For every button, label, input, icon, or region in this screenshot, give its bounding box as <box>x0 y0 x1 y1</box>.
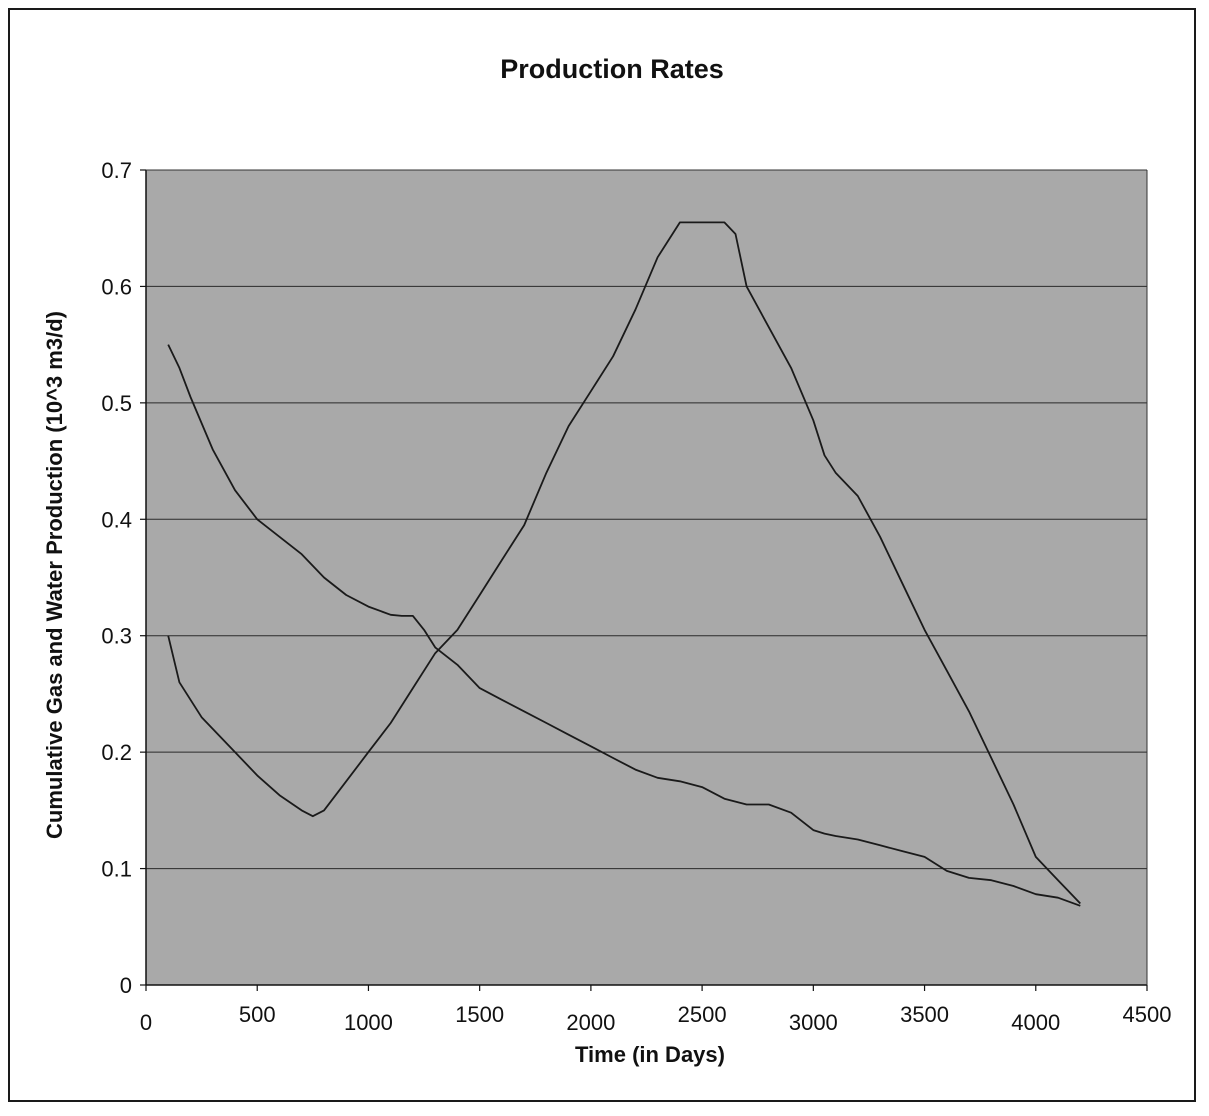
series-line-2 <box>167 221 1081 905</box>
x-tick-label: 4500 <box>1123 1002 1172 1027</box>
x-tick-label: 4000 <box>1011 1010 1060 1035</box>
chart-title: Production Rates <box>500 54 724 84</box>
axes <box>140 169 1148 991</box>
x-tick-label: 1500 <box>455 1002 504 1027</box>
x-tick-label: 0 <box>140 1010 152 1035</box>
y-tick-label: 0.5 <box>101 391 132 416</box>
x-tick-label: 3000 <box>789 1010 838 1035</box>
x-tick-label: 2000 <box>566 1010 615 1035</box>
series-group <box>167 221 1081 907</box>
x-tick-label: 2500 <box>678 1002 727 1027</box>
y-tick-label: 0.3 <box>101 624 132 649</box>
y-tick-label: 0.1 <box>101 857 132 882</box>
series-line-1 <box>167 344 1081 907</box>
y-tick-label: 0.2 <box>101 740 132 765</box>
x-tick-labels: 0 500 1000 1500 2000 2500 3000 3500 4000 4500 <box>140 1002 1172 1035</box>
x-tick-label: 500 <box>239 1002 276 1027</box>
y-tick-label: 0 <box>120 973 132 998</box>
x-tick-label: 3500 <box>900 1002 949 1027</box>
y-tick-label: 0.7 <box>101 158 132 183</box>
y-tick-labels: 0 0.1 0.2 0.3 0.4 0.5 0.6 0.7 <box>101 158 132 998</box>
y-tick-label: 0.6 <box>101 274 132 299</box>
y-tick-label: 0.4 <box>101 507 132 532</box>
plot-area <box>146 170 1147 985</box>
x-tick-label: 1000 <box>344 1010 393 1035</box>
x-axis-label: Time (in Days) <box>575 1042 725 1067</box>
y-axis-label: Cumulative Gas and Water Production (10^… <box>42 311 67 839</box>
